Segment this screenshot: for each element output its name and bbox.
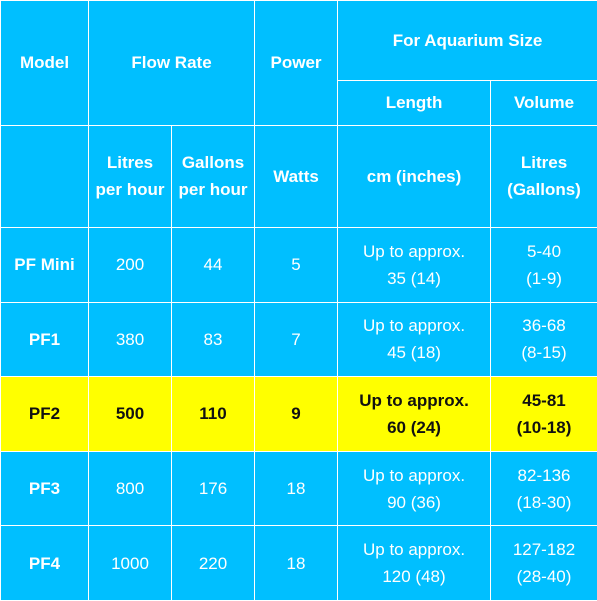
cell-length: Up to approx. 35 (14) <box>337 226 492 303</box>
cell-volume: 36-68 (8-15) <box>490 301 597 378</box>
cell-line: 90 (36) <box>387 492 441 512</box>
cell-litres-per-hour: 200 <box>88 226 172 303</box>
cell-volume: 82-136 (18-30) <box>490 450 597 527</box>
cell-line: 45-81 <box>522 390 566 410</box>
cell-line: 35 (14) <box>387 268 441 288</box>
cell-gallons-per-hour: 83 <box>170 301 256 378</box>
cell-gallons-per-hour: 110 <box>170 376 256 452</box>
cell-line: (18-30) <box>516 492 572 512</box>
cell-length: Up to approx. 60 (24) <box>337 376 492 452</box>
cell-line: 127-182 <box>512 540 576 560</box>
cell-volume: 127-182 (28-40) <box>490 525 597 601</box>
table-row: PF Mini 200 44 5 Up to approx. 35 (14) 5-40 (1-… <box>0 226 597 303</box>
header-aquarium-size: For Aquarium Size <box>337 0 597 81</box>
cell-line: (8-15) <box>521 343 567 363</box>
units-row: Litres per hour Gallons per hour Watts c… <box>0 124 597 228</box>
cell-litres-per-hour: 1000 <box>88 525 172 601</box>
unit-line: Litres <box>520 153 568 173</box>
cell-length: Up to approx. 45 (18) <box>337 301 492 378</box>
unit-model-blank <box>0 124 89 228</box>
unit-line: per hour <box>178 180 248 200</box>
cell-gallons-per-hour: 44 <box>170 226 256 303</box>
table-row: PF2 500 110 9 Up to approx. 60 (24) 45-81 (10-1… <box>0 376 597 452</box>
header-row-2: Length Volume <box>1 79 597 126</box>
cell-line: Up to approx. <box>362 540 466 560</box>
header-volume: Volume <box>490 79 597 126</box>
header-model: Model <box>0 0 89 126</box>
unit-line: per hour <box>95 180 165 200</box>
cell-gallons-per-hour: 220 <box>170 525 256 601</box>
cell-line: Up to approx. <box>362 316 466 336</box>
table-row: PF3 800 176 18 Up to approx. 90 (36) 82-136 (18… <box>0 450 597 527</box>
data-rows: PF Mini 200 44 5 Up to approx. 35 (14) 5-40 (1-… <box>0 226 597 601</box>
cell-line: 45 (18) <box>387 343 441 363</box>
cell-line: Up to approx. <box>362 241 466 261</box>
cell-watts: 5 <box>254 226 339 303</box>
unit-line: Gallons <box>181 153 245 173</box>
cell-line: Up to approx. <box>362 465 466 485</box>
cell-line: (10-18) <box>516 417 572 437</box>
cell-watts: 9 <box>254 376 339 452</box>
cell-model: PF Mini <box>0 226 89 303</box>
cell-watts: 18 <box>254 450 339 527</box>
header-power: Power <box>254 0 339 126</box>
cell-line: (28-40) <box>516 567 572 587</box>
header-flow-rate: Flow Rate <box>87 0 256 126</box>
cell-model: PF4 <box>0 525 89 601</box>
cell-model: PF2 <box>0 376 89 452</box>
cell-volume: 45-81 (10-18) <box>490 376 597 452</box>
cell-length: Up to approx. 90 (36) <box>337 450 492 527</box>
table-row: PF4 1000 220 18 Up to approx. 120 (48) 127-182… <box>0 525 597 601</box>
unit-line: (Gallons) <box>507 180 581 200</box>
unit-cm-inches: cm (inches) <box>337 124 492 228</box>
cell-line: (1-9) <box>526 268 562 288</box>
cell-litres-per-hour: 380 <box>88 301 172 378</box>
cell-litres-per-hour: 500 <box>88 376 172 452</box>
table-row: PF1 380 83 7 Up to approx. 45 (18) 36-68 (8-15) <box>0 301 597 378</box>
cell-line: 36-68 <box>522 316 566 336</box>
cell-line: 82-136 <box>517 465 571 485</box>
cell-volume: 5-40 (1-9) <box>490 226 597 303</box>
cell-gallons-per-hour: 176 <box>170 450 256 527</box>
cell-line: 120 (48) <box>382 567 446 587</box>
cell-line: 5-40 <box>527 241 562 261</box>
cell-watts: 18 <box>254 525 339 601</box>
unit-watts: Watts <box>254 124 339 228</box>
header-length: Length <box>337 79 492 126</box>
cell-length: Up to approx. 120 (48) <box>337 525 492 601</box>
cell-model: PF3 <box>0 450 89 527</box>
unit-litres-gallons: Litres (Gallons) <box>490 124 597 228</box>
header-row-1: Model Flow Rate Power For Aquarium Size <box>0 0 597 126</box>
cell-watts: 7 <box>254 301 339 378</box>
cell-litres-per-hour: 800 <box>88 450 172 527</box>
cell-line: Up to approx. <box>359 390 469 410</box>
unit-gallons-per-hour: Gallons per hour <box>170 124 256 228</box>
unit-litres-per-hour: Litres per hour <box>88 124 172 228</box>
unit-line: Litres <box>106 153 154 173</box>
cell-model: PF1 <box>0 301 89 378</box>
cell-line: 60 (24) <box>387 417 441 437</box>
